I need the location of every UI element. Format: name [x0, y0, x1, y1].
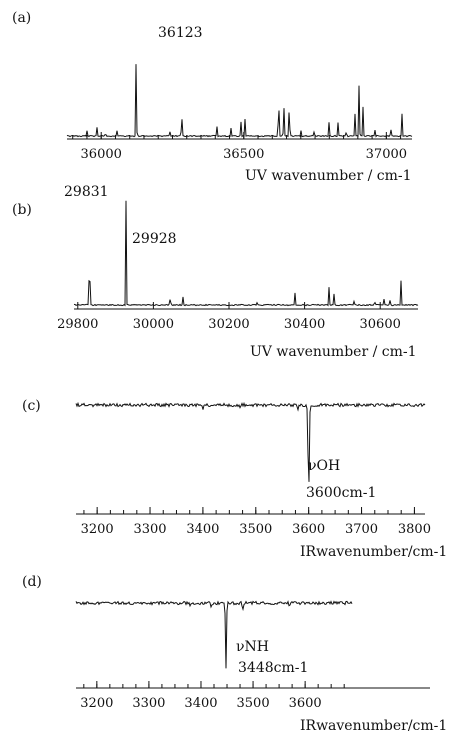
panel-d-ticks: 3200 3300 3400 3500 3600: [80, 681, 344, 711]
tick-label: 3500: [237, 696, 270, 711]
tick-label: 3500: [239, 522, 272, 537]
tick-label: 3600: [292, 522, 325, 537]
tick-label: 30000: [133, 317, 174, 332]
panel-d-peak-label-3448: 3448cm-1: [238, 660, 308, 676]
panel-c-peak-label-3600: 3600cm-1: [306, 485, 376, 501]
panel-d-x-axis-title: IRwavenumber/cm-1: [300, 718, 447, 734]
panel-b-ticks: 29800 30000 30200 30400 30600: [57, 302, 401, 332]
tick-label: 3400: [186, 522, 219, 537]
panel-d-mode-label-vnh: νNH: [236, 639, 269, 655]
tick-label: 30400: [284, 317, 325, 332]
tick-label: 37000: [366, 147, 407, 162]
tick-label: 3700: [345, 522, 378, 537]
panel-a-label: (a): [12, 10, 31, 26]
tick-label: 30600: [360, 317, 401, 332]
panel-b-peak-label-29831: 29831: [64, 184, 109, 200]
panel-b-peak-label-29928: 29928: [132, 231, 177, 247]
tick-label: 36000: [81, 147, 122, 162]
panel-c-ticks: 3200 3300 3400 3500 3600 3700 3800: [81, 507, 431, 537]
panel-a-spectrum-line: [67, 64, 412, 137]
tick-label: 3200: [81, 522, 114, 537]
panel-b-label: (b): [12, 202, 32, 218]
tick-label: 3200: [80, 696, 113, 711]
tick-label: 3800: [398, 522, 431, 537]
panel-a-peak-label-36123: 36123: [158, 25, 203, 41]
panel-c-label: (c): [22, 398, 41, 414]
panel-d-label: (d): [22, 574, 42, 590]
tick-label: 3400: [184, 696, 217, 711]
panel-d-spectrum-line: [76, 601, 352, 668]
panel-c-spectrum-line: [76, 403, 425, 482]
tick-label: 3300: [133, 522, 166, 537]
panel-b-spectrum-line: [74, 201, 418, 306]
tick-label: 29800: [57, 317, 98, 332]
tick-label: 36500: [223, 147, 264, 162]
panel-a: (a) 36000 36500 37000 36123 UV wavenumber …: [12, 10, 412, 184]
tick-label: 3300: [132, 696, 165, 711]
panel-a-ticks: 36000 36500 37000: [73, 132, 407, 162]
tick-label: 30200: [208, 317, 249, 332]
panel-c: (c) 3200 3300 3400 3500 3600 3700 3800 νOH 360…: [22, 398, 447, 560]
panel-a-x-axis-title: UV wavenumber / cm-1: [245, 168, 412, 184]
panel-b: (b) 29800 30000 30200 30400 30600 29831 2992…: [12, 184, 418, 360]
panel-c-x-axis-title: IRwavenumber/cm-1: [300, 544, 447, 560]
panel-c-mode-label-voh: νOH: [308, 458, 340, 474]
panel-b-x-axis-title: UV wavenumber / cm-1: [250, 344, 417, 360]
panel-d: (d) 3200 3300 3400 3500 3600 νNH 3448cm-1 IR…: [22, 574, 447, 734]
tick-label: 3600: [289, 696, 322, 711]
